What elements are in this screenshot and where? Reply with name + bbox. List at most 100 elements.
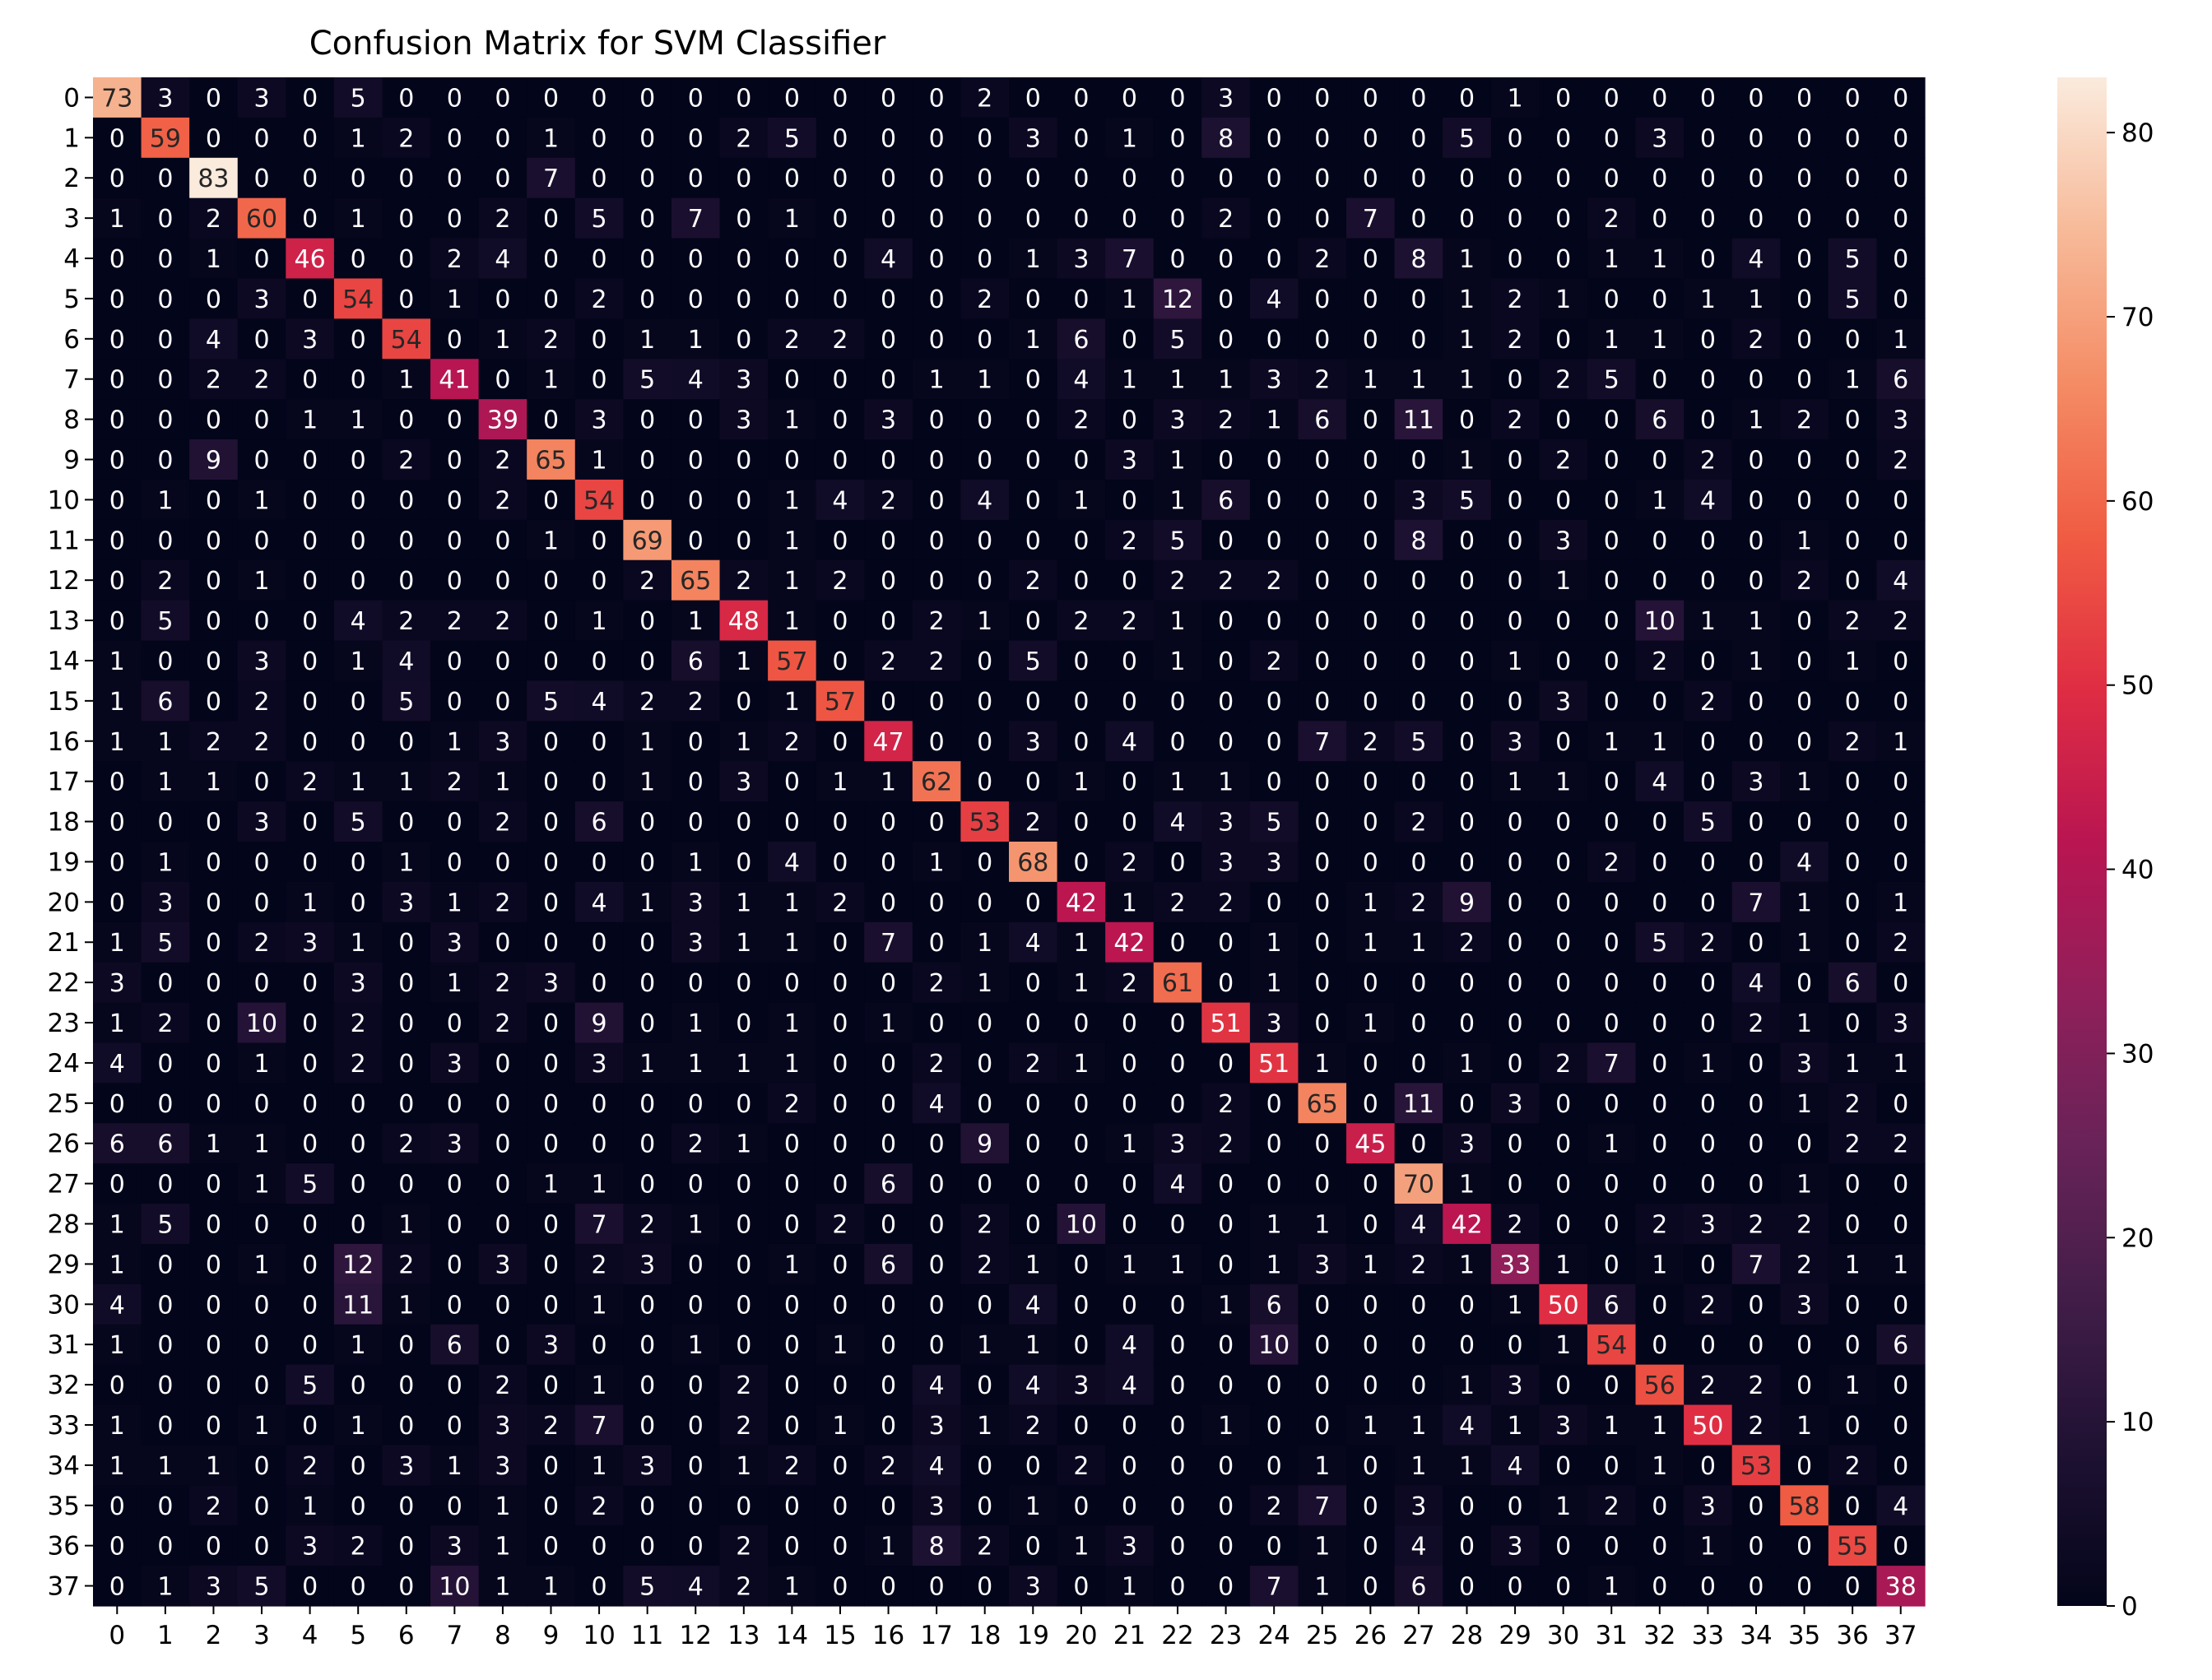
heatmap-cell [1587, 197, 1637, 239]
cell-value-label: 0 [302, 486, 318, 515]
cell-value-label: 0 [1652, 84, 1667, 113]
heatmap-cell [864, 921, 913, 963]
cell-value-label: 0 [1314, 84, 1330, 113]
cell-value-label: 0 [977, 1009, 992, 1038]
cell-value-label: 0 [253, 848, 269, 877]
heatmap-cell [1684, 399, 1733, 440]
y-tick-label: 22 [48, 968, 80, 998]
y-tick-label: 37 [48, 1572, 80, 1602]
heatmap-cell [333, 881, 383, 923]
heatmap-cell [189, 721, 239, 762]
cell-value-label: 0 [1555, 889, 1571, 917]
cell-value-label: 0 [447, 1251, 462, 1279]
cell-value-label: 0 [1169, 929, 1185, 958]
heatmap-cell [816, 881, 865, 923]
cell-value-label: 0 [447, 486, 462, 515]
cell-value-label: 0 [1555, 647, 1571, 676]
cell-value-label: 1 [1700, 1050, 1716, 1079]
heatmap-cell [1249, 881, 1299, 923]
cell-value-label: 0 [206, 1171, 221, 1200]
cell-value-label: 2 [302, 768, 318, 797]
heatmap-cell [1684, 197, 1733, 239]
x-tick-label: 13 [727, 1621, 760, 1650]
heatmap-cell [430, 640, 480, 682]
heatmap-cell [333, 278, 383, 319]
cell-value-label: 42 [1451, 1211, 1482, 1240]
heatmap-cell [430, 921, 480, 963]
cell-value-label: 1 [1073, 768, 1089, 797]
heatmap-cell [237, 842, 286, 883]
cell-value-label: 0 [1796, 1130, 1812, 1159]
cell-value-label: 0 [1169, 1533, 1185, 1562]
heatmap-cell [912, 197, 962, 239]
y-tick-label: 25 [48, 1089, 80, 1119]
heatmap-cell [1153, 962, 1202, 1004]
heatmap-cell [189, 77, 239, 118]
cell-value-label: 0 [302, 688, 318, 717]
cell-value-label: 4 [1508, 1452, 1523, 1481]
cell-value-label: 0 [1266, 1533, 1282, 1562]
heatmap-cell [1635, 921, 1685, 963]
cell-value-label: 0 [929, 486, 945, 515]
cell-value-label: 0 [1314, 688, 1330, 717]
colorbar-tick-label: 0 [2121, 1592, 2138, 1622]
cell-value-label: 1 [1363, 366, 1378, 395]
y-tick-label: 6 [63, 325, 80, 355]
cell-value-label: 0 [1893, 768, 1908, 797]
cell-value-label: 2 [1218, 567, 1234, 596]
heatmap-cell [382, 842, 431, 883]
heatmap-cell [1443, 881, 1492, 923]
cell-value-label: 1 [495, 326, 510, 355]
heatmap-cell [768, 117, 817, 159]
heatmap-cell [1249, 238, 1299, 280]
cell-value-label: 0 [1073, 688, 1089, 717]
cell-value-label: 3 [1169, 406, 1185, 435]
cell-value-label: 0 [639, 1291, 655, 1320]
cell-value-label: 2 [1796, 1251, 1812, 1279]
heatmap-cell [333, 318, 383, 360]
y-tick-label: 35 [48, 1492, 80, 1521]
heatmap-cell [527, 680, 576, 722]
cell-value-label: 1 [109, 1009, 125, 1038]
heatmap-cell [671, 479, 721, 521]
cell-value-label: 3 [1700, 1211, 1716, 1240]
heatmap-cell [1105, 962, 1155, 1004]
heatmap-cell [1876, 318, 1926, 360]
cell-value-label: 2 [784, 728, 800, 757]
cell-value-label: 2 [1748, 1009, 1764, 1038]
cell-value-label: 1 [736, 1130, 751, 1159]
cell-value-label: 3 [1555, 688, 1571, 717]
heatmap-cell [719, 439, 769, 480]
cell-value-label: 9 [592, 1009, 607, 1038]
cell-value-label: 1 [688, 326, 704, 355]
cell-value-label: 1 [1748, 285, 1764, 314]
cell-value-label: 0 [1893, 84, 1908, 113]
cell-value-label: 1 [1073, 969, 1089, 998]
heatmap-cell [527, 77, 576, 118]
heatmap-cell [1346, 278, 1396, 319]
heatmap-cell [1057, 881, 1106, 923]
heatmap-cell [768, 399, 817, 440]
cell-value-label: 0 [1748, 527, 1764, 555]
heatmap-cell [1298, 77, 1347, 118]
cell-value-label: 1 [736, 647, 751, 676]
cell-value-label: 0 [1122, 205, 1137, 234]
cell-value-label: 1 [784, 1050, 800, 1079]
cell-value-label: 0 [1459, 1533, 1475, 1562]
heatmap-cell [1539, 197, 1588, 239]
heatmap-cell [1443, 801, 1492, 842]
cell-value-label: 0 [157, 1371, 173, 1400]
cell-value-label: 0 [447, 647, 462, 676]
cell-value-label: 0 [1796, 1371, 1812, 1400]
cell-value-label: 0 [206, 848, 221, 877]
cell-value-label: 2 [736, 1573, 751, 1602]
heatmap-cell [816, 318, 865, 360]
heatmap-cell [960, 77, 1010, 118]
cell-value-label: 1 [1073, 929, 1089, 958]
cell-value-label: 0 [784, 1211, 800, 1240]
heatmap-cell [237, 721, 286, 762]
cell-value-label: 0 [543, 205, 559, 234]
heatmap-cell [1009, 157, 1058, 199]
heatmap-cell [333, 117, 383, 159]
cell-value-label: 0 [109, 809, 125, 838]
